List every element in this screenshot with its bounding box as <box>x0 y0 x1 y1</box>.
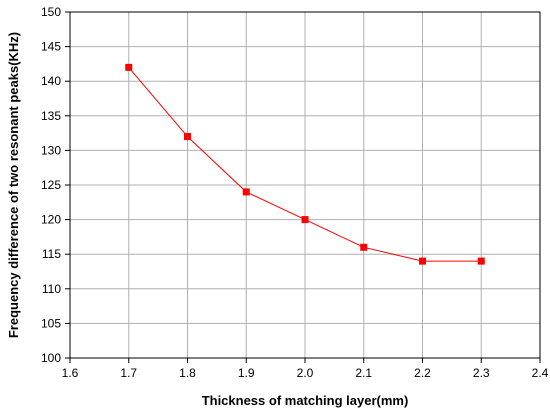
y-tick-label: 120 <box>41 213 61 227</box>
x-tick-label: 2.0 <box>297 366 314 380</box>
y-tick-label: 105 <box>41 316 61 330</box>
x-tick-label: 1.8 <box>179 366 196 380</box>
x-tick-label: 1.7 <box>120 366 137 380</box>
y-tick-label: 100 <box>41 351 61 365</box>
data-point-marker <box>125 63 133 71</box>
x-tick-labels: 1.6 1.7 1.8 1.9 2.0 2.1 2.2 2.3 2.4 <box>62 366 549 380</box>
y-tick-label: 115 <box>42 247 61 261</box>
data-point-marker <box>301 216 309 224</box>
series-markers <box>125 63 485 265</box>
y-tick-label: 140 <box>41 74 61 88</box>
data-point-marker <box>242 188 250 196</box>
data-point-marker <box>419 257 426 265</box>
x-tick-label: 1.9 <box>238 366 255 380</box>
x-tick-label: 2.4 <box>532 366 549 380</box>
data-point-marker <box>360 243 368 251</box>
grid-lines <box>69 11 541 359</box>
x-tick-label: 2.1 <box>355 366 372 380</box>
data-point-marker <box>477 257 485 265</box>
y-tick-label: 130 <box>41 143 61 157</box>
y-axis-title: Frequency difference of two resonant pea… <box>6 32 21 338</box>
data-point-marker <box>184 133 191 141</box>
y-tick-label: 135 <box>41 109 61 123</box>
axis-ticks <box>65 11 541 363</box>
y-tick-label: 145 <box>41 40 61 54</box>
x-tick-label: 1.6 <box>62 366 79 380</box>
y-tick-label: 150 <box>41 5 61 19</box>
x-tick-label: 2.2 <box>414 366 431 380</box>
x-axis-title: Thickness of matching layer(mm) <box>202 393 409 408</box>
x-tick-label: 2.3 <box>473 366 490 380</box>
y-tick-label: 125 <box>41 178 61 192</box>
y-tick-label: 110 <box>42 282 61 296</box>
y-tick-labels: 100 105 110 115 120 125 130 135 140 145 150 <box>41 5 61 365</box>
